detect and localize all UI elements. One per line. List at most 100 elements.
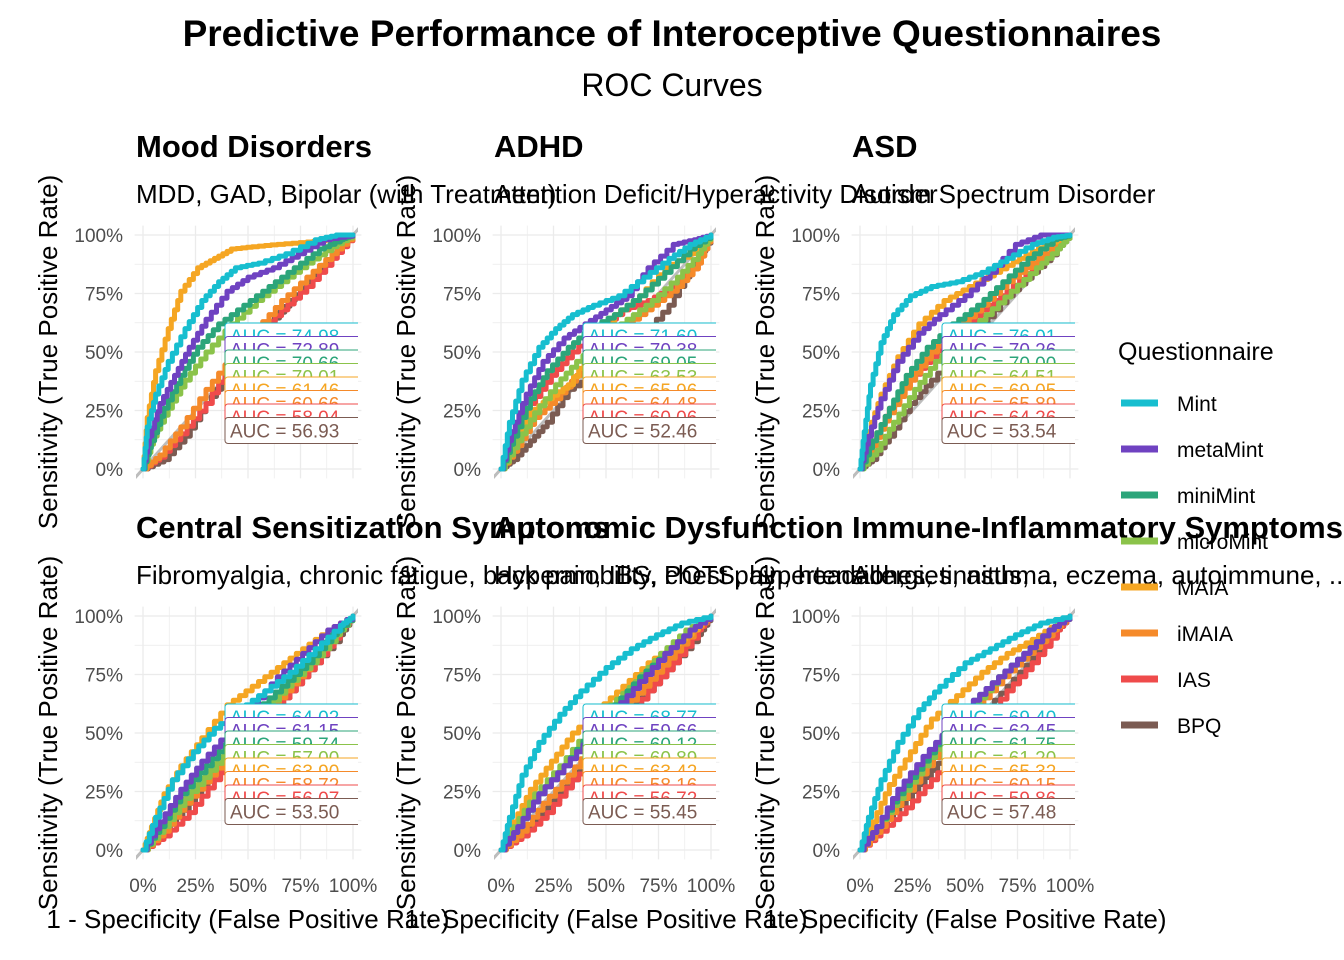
y-axis-label: Sensitivity (True Positive Rate) <box>391 175 421 529</box>
x-tick-label: 50% <box>587 876 625 897</box>
y-tick-label: 25% <box>802 402 840 423</box>
y-tick-label: 50% <box>802 343 840 364</box>
roc-line-metaMint <box>498 232 714 472</box>
auc-label-BPQ: AUC = 53.54 <box>941 417 1075 444</box>
auc-labels: AUC = 74.98AUC = 72.89AUC = 70.66AUC = 7… <box>224 322 358 444</box>
auc-label-BPQ: AUC = 55.45 <box>582 798 716 825</box>
auc-label-text: AUC = 52.46 <box>588 422 697 443</box>
legend-item-Mint: Mint <box>1121 393 1217 416</box>
auc-label-box <box>224 417 358 444</box>
x-tick-label: 100% <box>687 876 736 897</box>
y-tick-labels: 0% 25% 50% 75% 100% <box>432 226 481 481</box>
legend-item-iMAIA: iMAIA <box>1121 623 1233 646</box>
auc-labels: AUC = 64.02AUC = 61.15AUC = 59.74AUC = 5… <box>224 703 358 825</box>
x-tick-label: 75% <box>639 876 677 897</box>
legend-label: miniMint <box>1177 485 1255 508</box>
y-tick-labels: 0% 25% 50% 75% 100% <box>74 226 123 481</box>
roc-line-miniMint <box>140 232 356 472</box>
y-tick-label: 75% <box>85 666 123 687</box>
auc-label-text: AUC = 56.93 <box>230 422 339 443</box>
panel-1: AUC = 74.98AUC = 72.89AUC = 70.66AUC = 7… <box>33 129 556 529</box>
auc-label-box <box>582 798 716 825</box>
legend-item-microMint: microMint <box>1121 531 1268 554</box>
y-tick-label: 50% <box>443 724 481 745</box>
legend-label: iMAIA <box>1177 623 1233 646</box>
x-tick-labels: 0% 25% 50% 75% 100% <box>129 876 377 897</box>
x-tick-labels: 0% 25% 50% 75% 100% <box>846 876 1094 897</box>
panel-title: Autonomic Dysfunction <box>494 510 844 545</box>
y-tick-label: 50% <box>802 724 840 745</box>
y-tick-label: 75% <box>443 666 481 687</box>
x-tick-label: 50% <box>229 876 267 897</box>
y-tick-label: 0% <box>96 841 124 862</box>
x-tick-label: 100% <box>329 876 378 897</box>
figure-title: Predictive Performance of Interoceptive … <box>183 13 1162 54</box>
roc-line-Mint <box>498 613 714 853</box>
x-tick-label: 25% <box>534 876 572 897</box>
y-tick-label: 100% <box>791 226 840 247</box>
auc-label-box <box>582 417 716 444</box>
legend-item-miniMint: miniMint <box>1121 485 1255 508</box>
panel-subtitle: MDD, GAD, Bipolar (with Treatment) <box>136 179 556 209</box>
x-axis-label: 1 - Specificity (False Positive Rate) <box>404 904 807 934</box>
y-tick-label: 0% <box>813 460 841 481</box>
figure-subtitle: ROC Curves <box>581 67 762 103</box>
roc-line-Mint <box>140 232 356 472</box>
legend-item-BPQ: BPQ <box>1121 715 1221 738</box>
y-tick-label: 25% <box>443 783 481 804</box>
roc-line-metaMint <box>140 232 356 472</box>
panel-2: AUC = 71.60AUC = 70.38AUC = 69.05AUC = 6… <box>391 129 938 529</box>
legend: Questionnaire Mint metaMint miniMint microM… <box>1118 338 1274 738</box>
y-tick-labels: 0% 25% 50% 75% 100% <box>432 607 481 862</box>
x-tick-label: 0% <box>129 876 157 897</box>
panel-5: AUC = 68.77AUC = 59.66AUC = 60.12AUC = 6… <box>391 510 934 934</box>
y-tick-labels: 0% 25% 50% 75% 100% <box>791 607 840 862</box>
legend-item-metaMint: metaMint <box>1121 439 1264 462</box>
y-tick-label: 75% <box>443 285 481 306</box>
y-tick-labels: 0% 25% 50% 75% 100% <box>791 226 840 481</box>
auc-labels: AUC = 68.77AUC = 59.66AUC = 60.12AUC = 6… <box>582 703 716 825</box>
panel-6: AUC = 69.40AUC = 62.45AUC = 61.75AUC = 6… <box>750 510 1344 934</box>
legend-label: microMint <box>1177 531 1268 554</box>
x-axis-label: 1 - Specificity (False Positive Rate) <box>46 904 449 934</box>
y-tick-label: 75% <box>802 285 840 306</box>
panel-3: AUC = 76.01AUC = 70.26AUC = 70.00AUC = 6… <box>750 129 1156 529</box>
auc-label-text: AUC = 55.45 <box>588 803 697 824</box>
legend-item-MAIA: MAIA <box>1121 577 1228 600</box>
y-tick-label: 100% <box>74 226 123 247</box>
y-axis-label: Sensitivity (True Positive Rate) <box>750 556 780 910</box>
auc-label-BPQ: AUC = 52.46 <box>582 417 716 444</box>
y-tick-label: 50% <box>85 724 123 745</box>
auc-labels: AUC = 76.01AUC = 70.26AUC = 70.00AUC = 6… <box>941 322 1075 444</box>
auc-label-text: AUC = 53.50 <box>230 803 339 824</box>
auc-label-BPQ: AUC = 57.48 <box>941 798 1075 825</box>
auc-label-box <box>941 798 1075 825</box>
x-tick-label: 25% <box>176 876 214 897</box>
y-tick-label: 0% <box>96 460 124 481</box>
y-tick-label: 75% <box>802 666 840 687</box>
y-tick-label: 0% <box>454 841 482 862</box>
legend-title: Questionnaire <box>1118 338 1274 366</box>
auc-label-box <box>224 798 358 825</box>
auc-label-text: AUC = 53.54 <box>947 422 1057 443</box>
y-tick-label: 50% <box>85 343 123 364</box>
y-tick-label: 100% <box>74 607 123 628</box>
auc-label-BPQ: AUC = 53.50 <box>224 798 358 825</box>
panel-subtitle: Allergies, asthma, eczema, autoimmune, .… <box>852 560 1344 590</box>
auc-labels: AUC = 71.60AUC = 70.38AUC = 69.05AUC = 6… <box>582 322 716 444</box>
x-tick-label: 75% <box>998 876 1036 897</box>
auc-label-box <box>941 417 1075 444</box>
y-tick-label: 100% <box>432 607 481 628</box>
x-axis-label: 1 - Specificity (False Positive Rate) <box>763 904 1166 934</box>
y-tick-label: 25% <box>85 783 123 804</box>
x-tick-labels: 0% 25% 50% 75% 100% <box>487 876 735 897</box>
panel-title: Mood Disorders <box>136 129 372 164</box>
legend-label: metaMint <box>1177 439 1264 462</box>
y-tick-label: 25% <box>85 402 123 423</box>
y-axis-label: Sensitivity (True Positive Rate) <box>750 175 780 529</box>
x-tick-label: 50% <box>946 876 984 897</box>
y-tick-label: 0% <box>454 460 482 481</box>
y-axis-label: Sensitivity (True Positive Rate) <box>391 556 421 910</box>
y-axis-label: Sensitivity (True Positive Rate) <box>33 556 63 910</box>
